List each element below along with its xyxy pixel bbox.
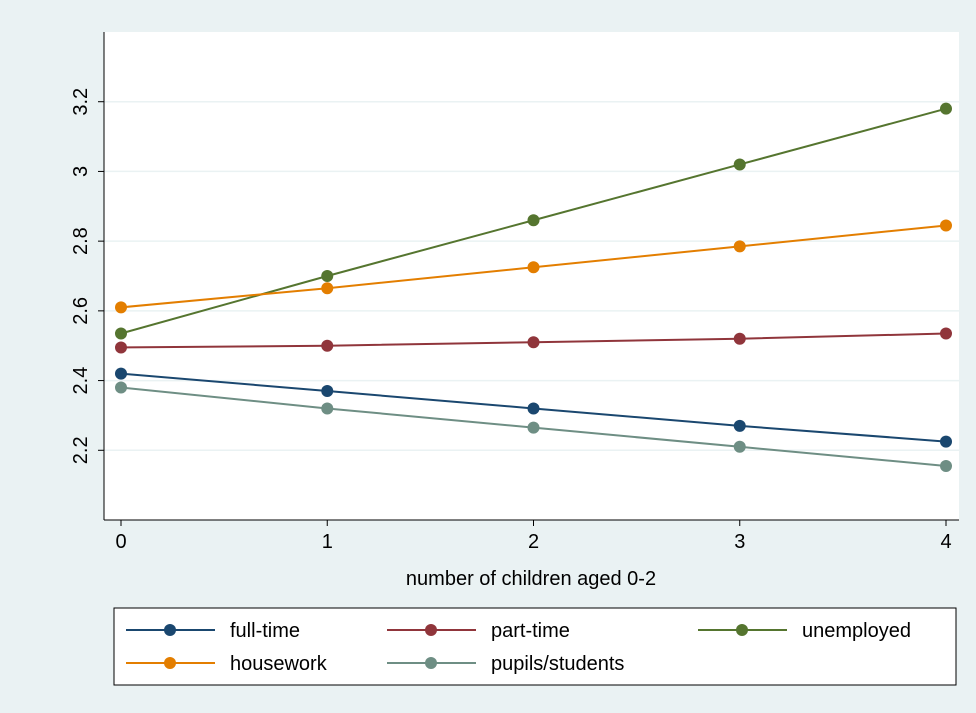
x-tick-label: 4 <box>940 531 951 553</box>
data-point <box>733 440 746 453</box>
x-tick-label: 1 <box>322 531 333 553</box>
grid-lines <box>104 100 959 452</box>
data-point <box>527 214 540 227</box>
data-point <box>321 270 334 282</box>
y-tick-label: 3 <box>70 166 92 177</box>
x-tick-label: 2 <box>528 531 539 553</box>
data-point <box>115 341 127 354</box>
y-tick-label: 2.4 <box>70 367 92 395</box>
data-point <box>733 240 746 253</box>
data-point <box>321 402 334 415</box>
data-point <box>940 327 952 340</box>
x-tick-label: 0 <box>115 531 126 553</box>
y-tick-label: 2.8 <box>70 227 92 255</box>
legend-item: housework <box>126 653 328 675</box>
legend-marker <box>425 657 437 669</box>
y-axis-ticks: 2.2 2.4 2.6 2.8 3 3.2 <box>70 88 104 464</box>
legend-item: pupils/students <box>387 653 624 675</box>
series-layer <box>115 102 952 472</box>
data-point <box>115 301 127 314</box>
data-point <box>321 385 334 398</box>
legend: full-time part-time unemployed housework pup… <box>126 620 911 675</box>
legend-marker <box>164 624 176 636</box>
y-tick-label: 3.2 <box>70 88 92 116</box>
data-point <box>940 102 952 115</box>
legend-item: full-time <box>126 620 300 642</box>
data-point <box>115 381 127 394</box>
legend-box <box>113 607 957 686</box>
legend-marker <box>736 624 748 636</box>
data-point <box>940 435 952 448</box>
data-point <box>321 282 334 295</box>
data-point <box>527 421 540 434</box>
data-point <box>321 339 334 352</box>
legend-item: unemployed <box>698 620 911 642</box>
data-point <box>733 158 746 171</box>
legend-label: full-time <box>230 620 300 642</box>
x-tick-label: 3 <box>734 531 745 553</box>
y-tick-label: 2.2 <box>70 436 92 464</box>
legend-item: part-time <box>387 620 570 642</box>
data-point <box>115 327 127 340</box>
legend-label: part-time <box>491 620 570 642</box>
data-point <box>733 419 746 432</box>
series-full-time <box>115 367 952 448</box>
series-part-time <box>115 327 952 354</box>
x-axis-ticks: 0 1 2 3 4 <box>115 520 952 553</box>
x-axis-label: number of children aged 0-2 <box>406 568 656 590</box>
legend-label: pupils/students <box>491 653 624 675</box>
legend-label: housework <box>230 653 328 675</box>
data-point <box>940 219 952 232</box>
series-pupils-students <box>115 381 952 472</box>
data-point <box>115 367 127 380</box>
legend-marker <box>425 624 437 636</box>
data-point <box>527 336 540 349</box>
data-point <box>733 332 746 345</box>
data-point <box>527 261 540 274</box>
data-point <box>940 459 952 472</box>
y-tick-label: 2.6 <box>70 297 92 325</box>
plot-area <box>104 32 959 520</box>
legend-marker <box>164 657 176 669</box>
series-housework <box>115 219 952 314</box>
data-point <box>527 402 540 415</box>
legend-label: unemployed <box>802 620 911 642</box>
